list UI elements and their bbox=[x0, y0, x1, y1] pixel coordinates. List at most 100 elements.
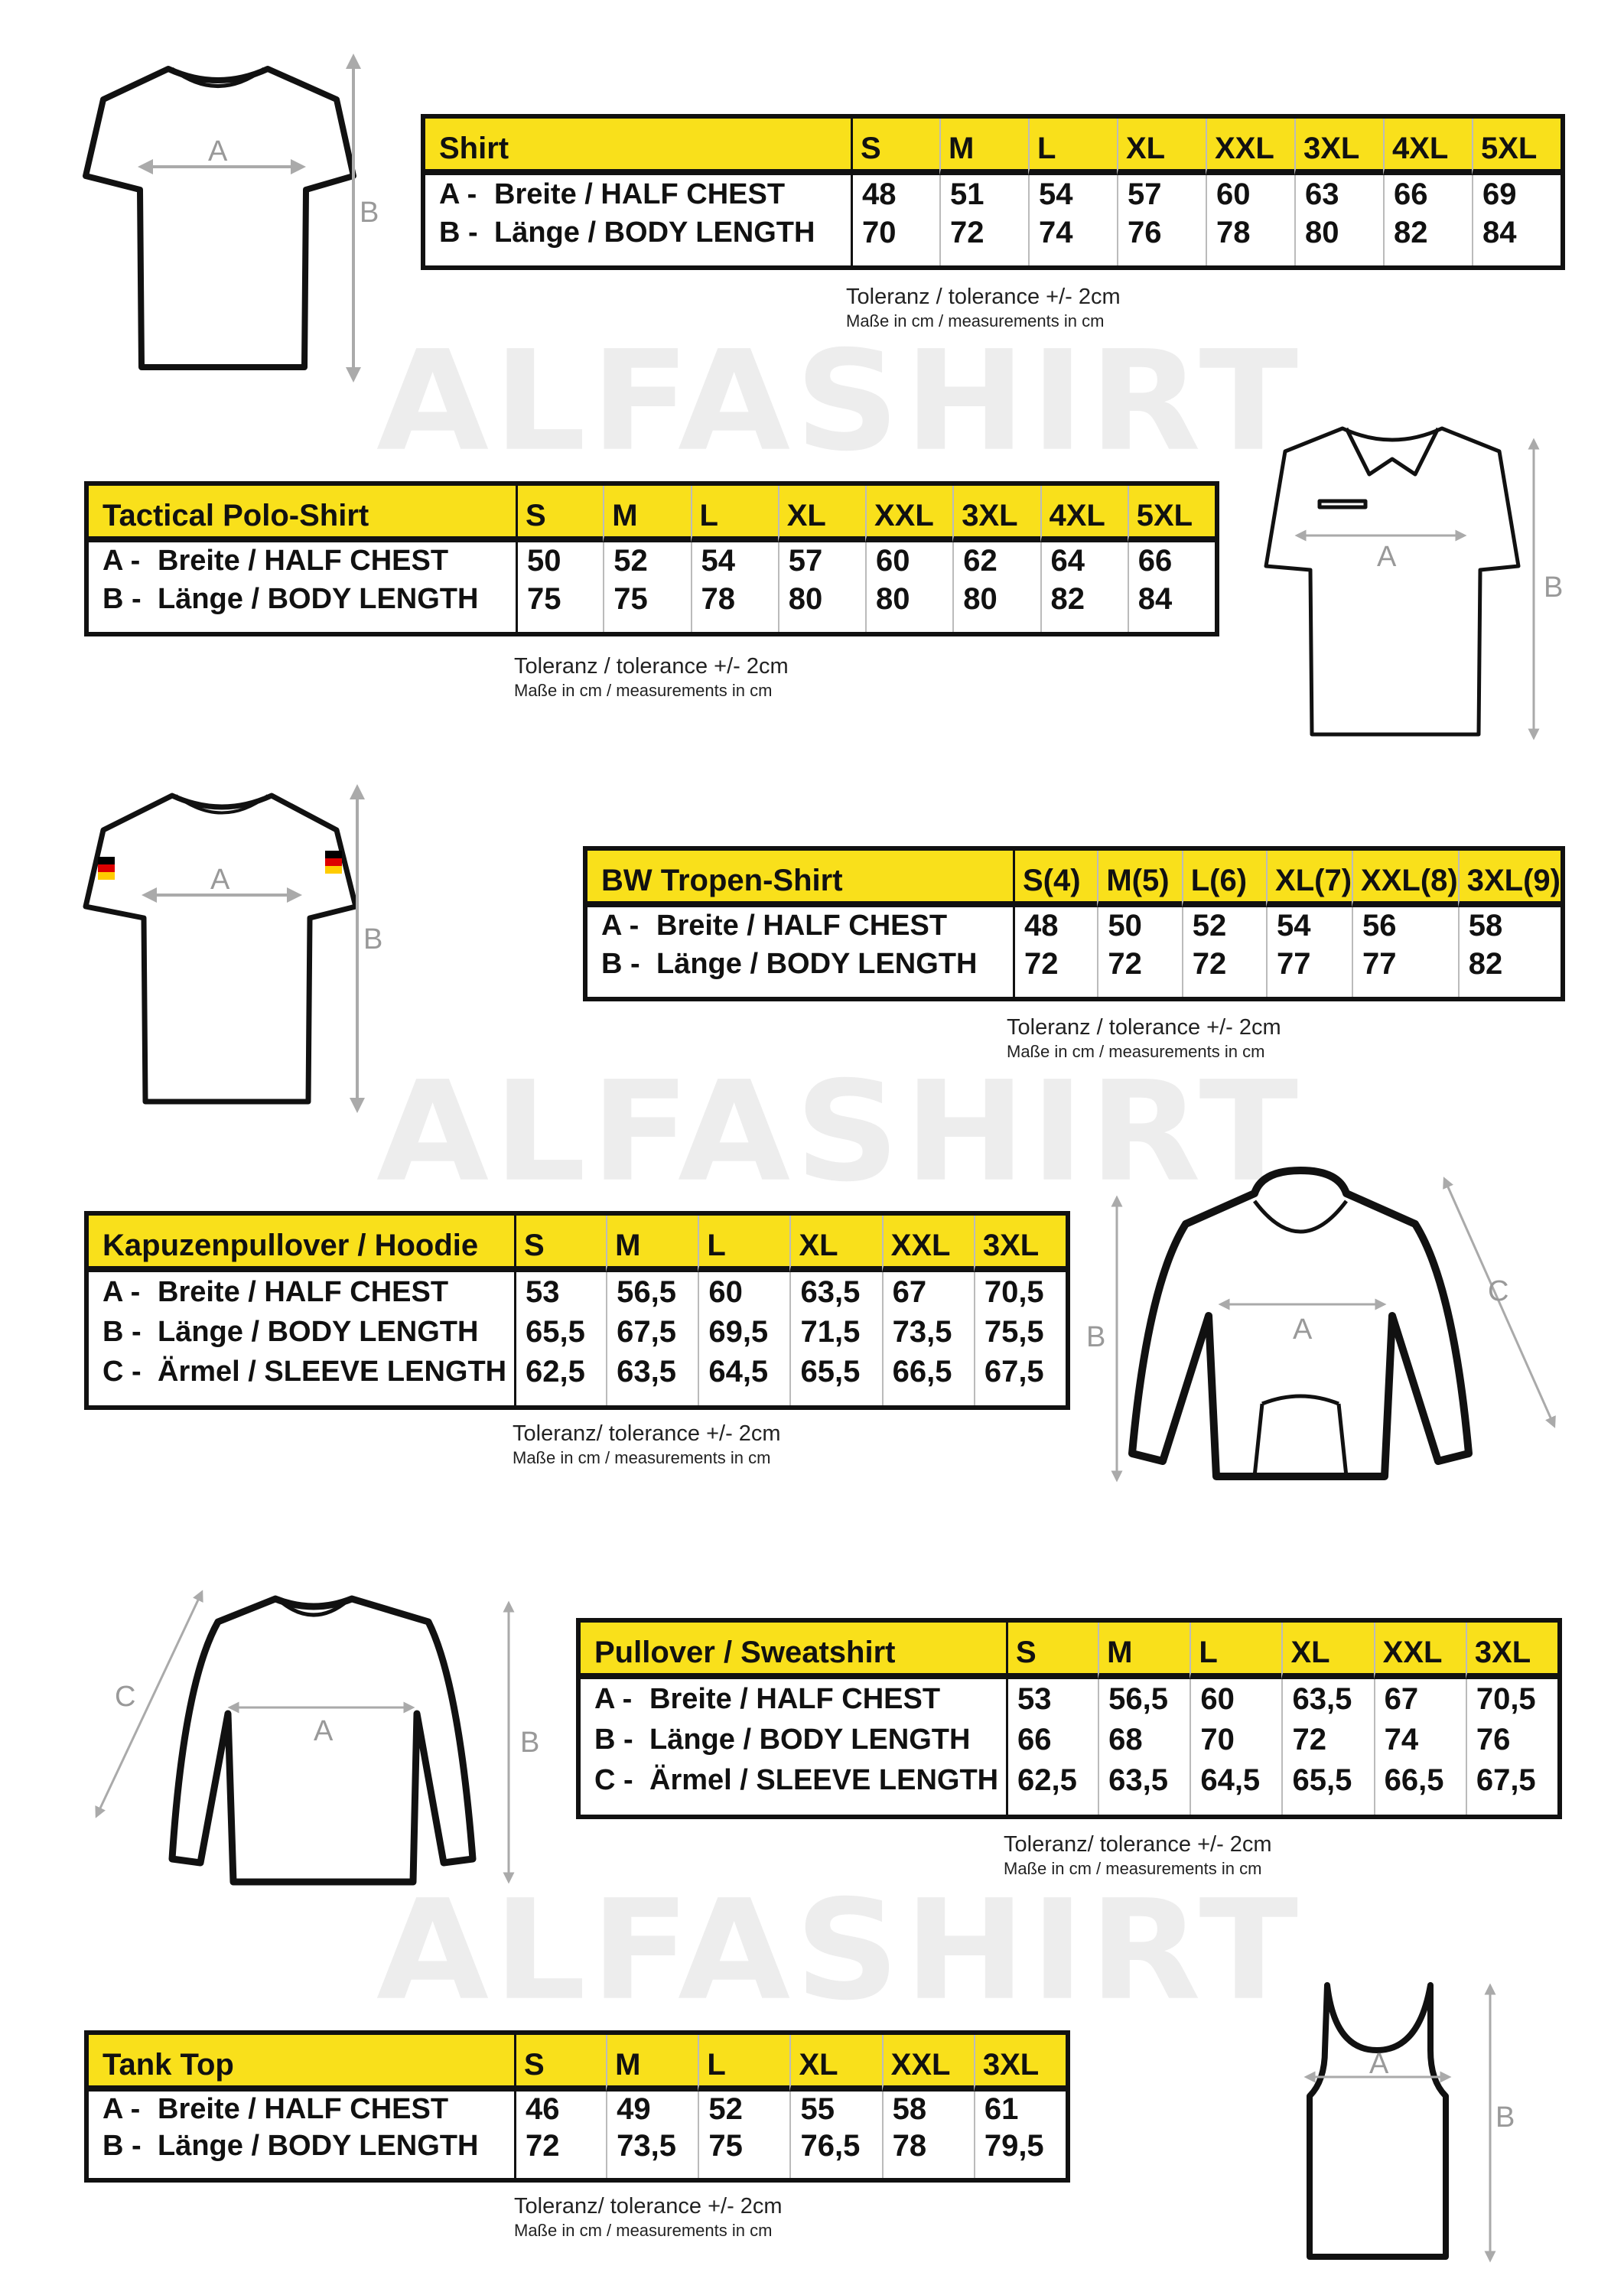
measurement-value: 65,5 bbox=[1281, 1760, 1373, 1801]
polo-illustration: A B bbox=[1264, 426, 1563, 741]
size-header: XL bbox=[789, 2035, 882, 2092]
measurement-value: 63,5 bbox=[1098, 1760, 1190, 1801]
units-text: Maße in cm / measurements in cm bbox=[514, 681, 773, 700]
measurement-value: 52 bbox=[603, 542, 690, 581]
measurement-value: 48 bbox=[851, 175, 939, 213]
measurement-name: Länge / BODY LENGTH bbox=[158, 582, 479, 615]
tolerance-text: Toleranz / tolerance +/- 2cm bbox=[514, 654, 789, 679]
measurement-value: 72 bbox=[1013, 945, 1097, 983]
measurement-name: Länge / BODY LENGTH bbox=[649, 1724, 971, 1756]
measurement-value: 67,5 bbox=[1465, 1760, 1557, 1801]
size-table: BW Tropen-Shirt S(4) M(5) L(6) XL(7) XXL(8) 3X… bbox=[583, 846, 1565, 1001]
measurement-value: 76 bbox=[1465, 1720, 1557, 1760]
units-text: Maße in cm / measurements in cm bbox=[1007, 1042, 1265, 1061]
size-header: 3XL bbox=[1465, 1623, 1557, 1679]
measurement-value: 53 bbox=[514, 1272, 606, 1312]
measurement-key: B - bbox=[103, 1315, 142, 1348]
measurement-key: B - bbox=[601, 947, 640, 980]
size-header: L bbox=[698, 2035, 790, 2092]
measurement-name: Ärmel / SLEEVE LENGTH bbox=[158, 1355, 507, 1388]
size-header: 5XL bbox=[1472, 119, 1561, 175]
measurement-value: 80 bbox=[865, 580, 952, 618]
tolerance-note: Toleranz/ tolerance +/- 2cm Maße in cm / … bbox=[1004, 1832, 1272, 1879]
measurement-name: Breite / HALF CHEST bbox=[158, 2093, 449, 2126]
measurement-value: 60 bbox=[1206, 175, 1294, 213]
measurement-name: Länge / BODY LENGTH bbox=[158, 2129, 479, 2162]
measurement-value: 77 bbox=[1266, 945, 1352, 983]
size-header: XXL bbox=[1373, 1623, 1466, 1679]
tolerance-note: Toleranz / tolerance +/- 2cm Maße in cm /… bbox=[1007, 1015, 1281, 1062]
tolerance-note: Toleranz/ tolerance +/- 2cm Maße in cm / … bbox=[513, 1421, 781, 1468]
size-header: M bbox=[606, 2035, 698, 2092]
measurement-value: 70 bbox=[1190, 1720, 1281, 1760]
size-header: M bbox=[939, 119, 1028, 175]
measurement-key: B - bbox=[103, 2129, 142, 2162]
size-table: Tank Top S M L XL XXL 3XL A - Breite / HALF CHES… bbox=[84, 2030, 1070, 2183]
measurement-value: 74 bbox=[1373, 1720, 1466, 1760]
measurement-value: 72 bbox=[1181, 945, 1266, 983]
size-header: 3XL bbox=[973, 1216, 1066, 1272]
measurement-name: Breite / HALF CHEST bbox=[649, 1683, 941, 1715]
measurement-value: 63 bbox=[1294, 175, 1383, 213]
measurement-name: Breite / HALF CHEST bbox=[158, 545, 449, 578]
measurement-label: C - Ärmel / SLEEVE LENGTH bbox=[89, 1352, 514, 1392]
measurement-value: 72 bbox=[939, 213, 1028, 252]
measurement-value: 67 bbox=[881, 1272, 974, 1312]
measurement-value: 73,5 bbox=[881, 1312, 974, 1352]
measurement-value: 75 bbox=[603, 580, 690, 618]
units-text: Maße in cm / measurements in cm bbox=[514, 2221, 773, 2240]
measurement-value: 66 bbox=[1127, 542, 1215, 581]
measurement-value: 84 bbox=[1127, 580, 1215, 618]
size-header: XXL bbox=[881, 2035, 974, 2092]
dimension-a-label: A bbox=[1377, 541, 1397, 573]
size-header: M bbox=[1098, 1623, 1190, 1679]
size-header: L(6) bbox=[1181, 851, 1267, 907]
dimension-a-label: A bbox=[1369, 2048, 1389, 2080]
dimension-c-label: C bbox=[115, 1681, 135, 1713]
measurement-value: 66 bbox=[1383, 175, 1472, 213]
measurement-name: Breite / HALF CHEST bbox=[494, 177, 786, 210]
measurement-key: B - bbox=[439, 216, 478, 249]
measurement-key: C - bbox=[103, 1355, 142, 1388]
measurement-label: A - Breite / HALF CHEST bbox=[89, 2092, 514, 2128]
measurement-value: 48 bbox=[1013, 907, 1097, 946]
measurement-value: 79,5 bbox=[973, 2127, 1066, 2164]
measurement-value: 67,5 bbox=[973, 1352, 1066, 1392]
size-table: Tactical Polo-Shirt S M L XL XXL 3XL 4XL 5XL A -B… bbox=[84, 481, 1219, 636]
measurement-value: 68 bbox=[1098, 1720, 1190, 1760]
measurement-name: Breite / HALF CHEST bbox=[158, 1275, 449, 1308]
measurement-value: 52 bbox=[698, 2092, 789, 2128]
measurement-value: 78 bbox=[881, 2127, 974, 2164]
measurement-label: B - Länge / BODY LENGTH bbox=[581, 1720, 1006, 1760]
measurement-key: A - bbox=[103, 1275, 141, 1308]
size-header: L bbox=[1190, 1623, 1282, 1679]
size-header: XL(7) bbox=[1266, 851, 1352, 907]
dimension-a-label: A bbox=[208, 135, 228, 168]
measurement-label: B - Länge / BODY LENGTH bbox=[89, 1312, 514, 1352]
size-header: XL bbox=[1117, 119, 1206, 175]
measurement-label: C - Ärmel / SLEEVE LENGTH bbox=[581, 1760, 1006, 1801]
size-header: XL bbox=[789, 1216, 882, 1272]
measurement-name: Breite / HALF CHEST bbox=[656, 910, 948, 942]
dimension-c-label: C bbox=[1488, 1275, 1508, 1307]
dimension-a-label: A bbox=[1293, 1314, 1313, 1346]
size-header: 3XL bbox=[1294, 119, 1383, 175]
measurement-value: 65,5 bbox=[789, 1352, 881, 1392]
measurement-value: 63,5 bbox=[606, 1352, 698, 1392]
measurement-label: A - Breite / HALF CHEST bbox=[89, 1272, 514, 1312]
measurement-value: 57 bbox=[1117, 175, 1206, 213]
measurement-label: B - Länge / BODY LENGTH bbox=[587, 946, 1013, 984]
measurement-value: 65,5 bbox=[514, 1312, 606, 1352]
measurement-key: B - bbox=[594, 1724, 633, 1756]
size-header: L bbox=[690, 486, 778, 542]
measurement-value: 70 bbox=[851, 213, 939, 252]
measurement-value: 61 bbox=[973, 2092, 1066, 2128]
hoodie-illustration: A B C bbox=[1086, 1167, 1556, 1483]
measurement-value: 78 bbox=[690, 580, 778, 618]
measurement-value: 66 bbox=[1006, 1720, 1098, 1760]
measurement-label: A - Breite / HALF CHEST bbox=[587, 907, 1013, 946]
measurement-label: B - Länge / BODY LENGTH bbox=[89, 2128, 514, 2165]
watermark: ALFASHIRT bbox=[376, 1051, 1303, 1213]
measurement-label: A - Breite / HALF CHEST bbox=[581, 1679, 1006, 1720]
